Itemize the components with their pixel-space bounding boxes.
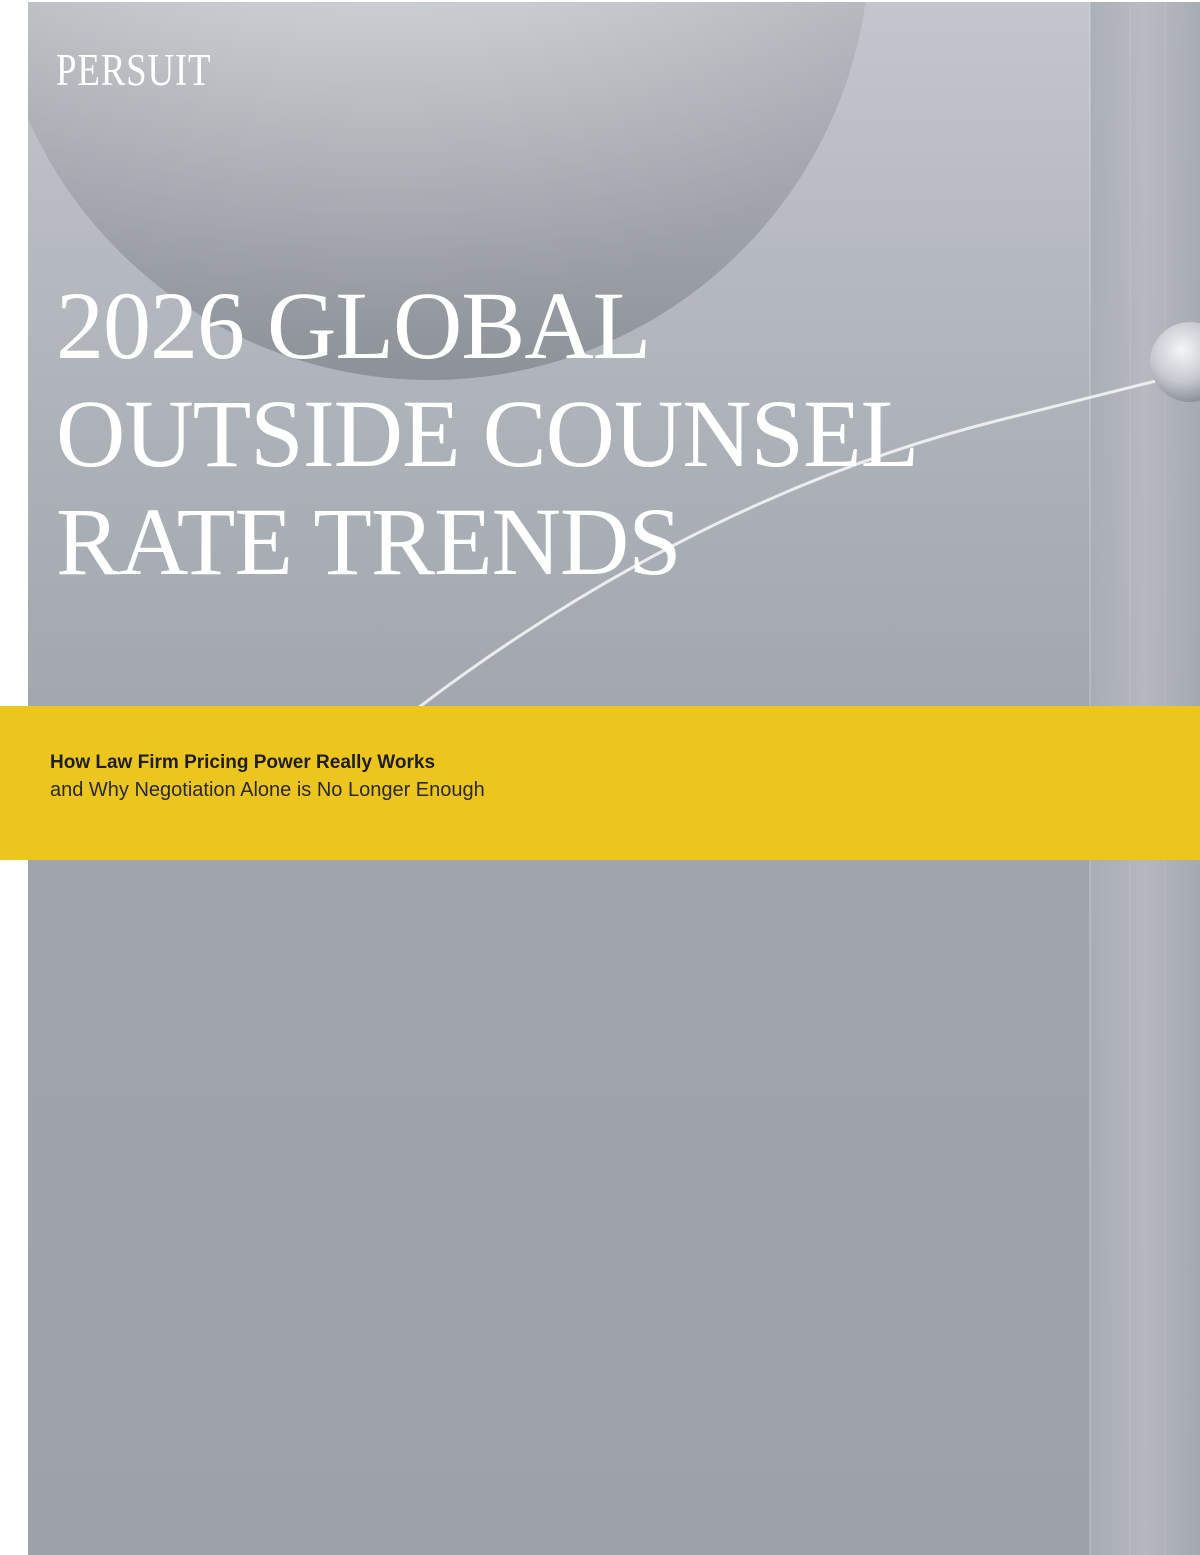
title-line-1: 2026 GLOBAL	[56, 272, 651, 379]
report-title: 2026 GLOBAL OUTSIDE COUNSEL RATE TRENDS	[56, 272, 1116, 596]
subtitle-banner	[0, 706, 1200, 860]
top-margin	[0, 0, 1200, 2]
glass-bead	[1150, 322, 1200, 402]
title-line-2: OUTSIDE COUNSEL	[56, 380, 919, 487]
sphere-shadow	[0, 0, 866, 380]
persuit-logo: PERSUIT	[56, 45, 212, 95]
subtitle-heading: How Law Firm Pricing Power Really Works	[50, 752, 436, 773]
title-line-3: RATE TRENDS	[56, 488, 682, 595]
subtitle-text: and Why Negotiation Alone is No Longer E…	[50, 779, 485, 801]
